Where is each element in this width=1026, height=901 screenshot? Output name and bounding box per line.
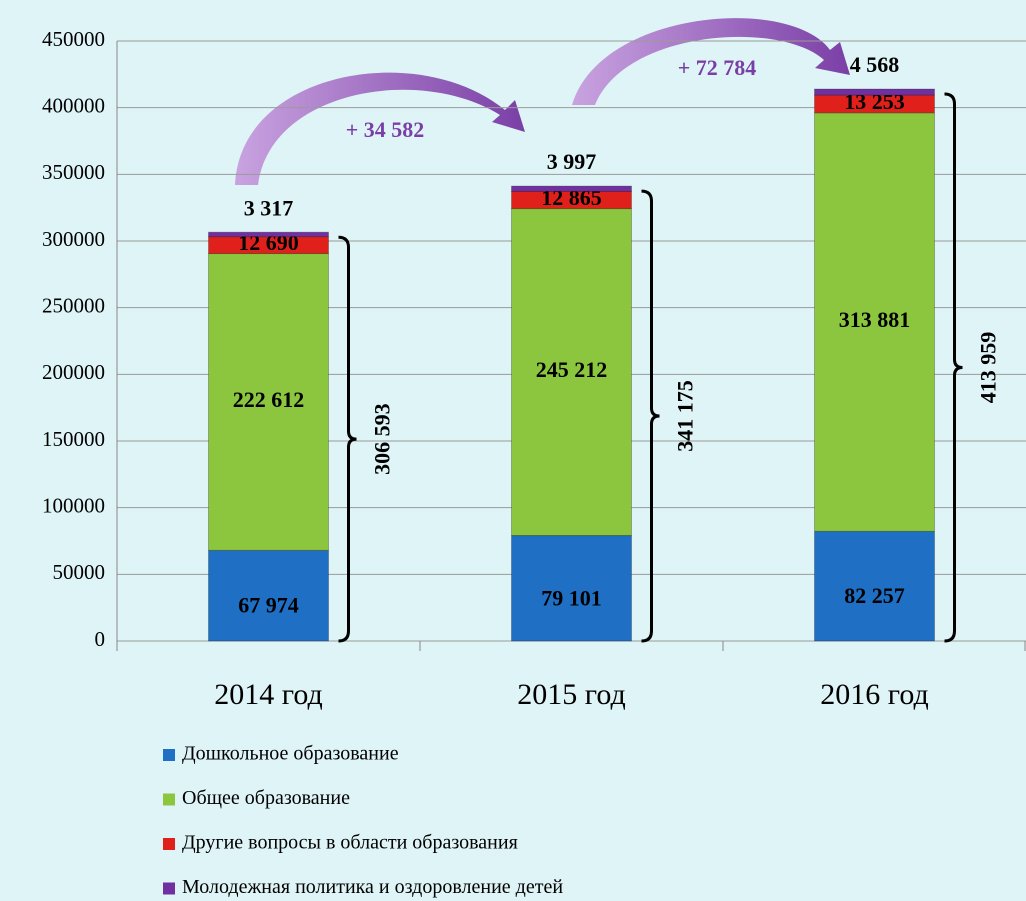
arrow — [572, 18, 850, 105]
x-tick-label: 2014 год — [214, 678, 322, 711]
total-label: 341 175 — [673, 380, 698, 452]
annotation: + 72 784 — [678, 55, 757, 80]
legend-label: Молодежная политика и оздоровление детей — [182, 876, 563, 898]
y-tick-label: 0 — [95, 627, 106, 651]
value-label: 82 257 — [844, 583, 905, 608]
value-label: 222 612 — [233, 387, 305, 412]
y-tick-label: 350000 — [42, 160, 105, 184]
y-tick-label: 300000 — [42, 227, 105, 251]
total-label: 306 593 — [370, 403, 395, 475]
legend-marker — [163, 882, 175, 895]
bar-segment — [208, 549, 329, 642]
legend-label: Другие вопросы в области образования — [182, 832, 518, 854]
value-label: 3 317 — [244, 195, 294, 220]
legend-label: Дошкольное образование — [182, 743, 399, 765]
bar-segment — [814, 530, 935, 642]
total-label: 413 959 — [976, 332, 1001, 404]
arrows — [235, 18, 850, 185]
bar-segment — [511, 535, 632, 642]
total-bracket — [338, 235, 357, 643]
y-tick-label: 150000 — [42, 427, 105, 451]
legend-marker — [163, 838, 175, 850]
annotation: + 34 582 — [346, 117, 425, 142]
bar-segment — [511, 185, 632, 192]
total-bracket — [944, 92, 963, 643]
y-tick-label: 400000 — [42, 93, 105, 117]
value-label: 79 101 — [541, 585, 602, 610]
bar-segment — [208, 231, 329, 238]
value-label: 4 568 — [850, 52, 900, 77]
value-label: 3 997 — [547, 149, 597, 174]
legend-marker — [163, 749, 175, 761]
y-tick-label: 250000 — [42, 293, 105, 317]
bar-segment — [814, 112, 935, 532]
arrow — [235, 72, 525, 185]
legend-label: Общее образование — [182, 787, 350, 809]
y-tick-label: 100000 — [42, 493, 105, 517]
y-tick-label: 450000 — [42, 27, 105, 51]
y-tick-label: 200000 — [42, 360, 105, 384]
value-label: 245 212 — [536, 357, 608, 382]
y-tick-label: 50000 — [53, 560, 106, 584]
x-tick-label: 2016 год — [820, 678, 928, 711]
bar-segment — [814, 88, 935, 96]
x-tick-label: 2015 год — [517, 678, 625, 711]
legend-marker — [163, 793, 175, 806]
bar-segment — [208, 253, 329, 551]
value-label: 67 974 — [238, 593, 299, 618]
total-bracket — [641, 189, 660, 643]
value-label: 313 881 — [839, 307, 911, 332]
